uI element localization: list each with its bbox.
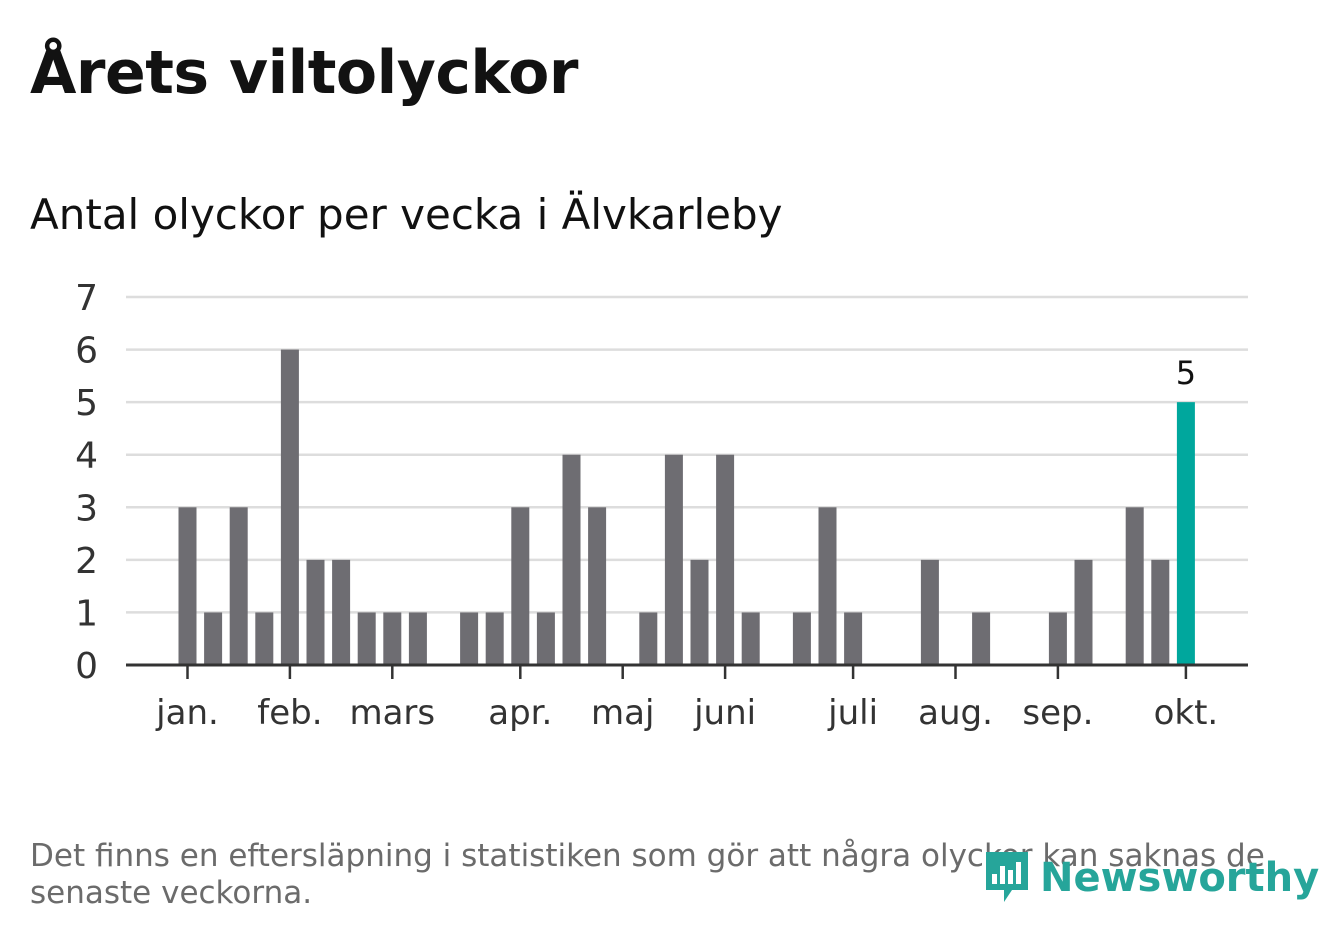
bar: [844, 612, 863, 665]
bar: [255, 612, 274, 665]
bar: [408, 612, 427, 665]
x-tick-label: mars: [349, 693, 435, 733]
bar: [664, 454, 683, 665]
brand-logo: Newsworthy: [982, 846, 1319, 910]
bar: [1125, 507, 1144, 665]
bar: [485, 612, 504, 665]
chart-bubble-logo-icon: [986, 852, 1028, 902]
bar: [972, 612, 991, 665]
bar: [1151, 559, 1170, 665]
x-tick-label: jan.: [155, 693, 219, 733]
y-tick-label: 6: [75, 331, 98, 372]
bar: [588, 507, 607, 665]
x-tick-label: aug.: [918, 693, 993, 733]
chart-subtitle: Antal olyckor per vecka i Älvkarleby: [30, 190, 783, 239]
x-tick-label: okt.: [1154, 693, 1219, 733]
y-tick-label: 2: [75, 541, 98, 582]
bar: [383, 612, 402, 665]
bar: [920, 559, 939, 665]
data-label: 5: [1176, 354, 1196, 392]
x-tick-label: juni: [693, 693, 756, 733]
y-tick-label: 7: [75, 278, 98, 319]
y-tick-label: 1: [75, 593, 98, 634]
x-tick-label: maj: [591, 693, 654, 733]
bar: [741, 612, 760, 665]
bar: [818, 507, 837, 665]
x-tick-label: apr.: [488, 693, 552, 733]
bar: [511, 507, 530, 665]
bar: [178, 507, 197, 665]
bar: [460, 612, 479, 665]
bar: [204, 612, 223, 665]
y-tick-label: 4: [75, 436, 98, 477]
bar: [357, 612, 376, 665]
chart-title: Årets viltolyckor: [30, 38, 579, 108]
bar-highlight: [1176, 402, 1195, 665]
y-tick-label: 0: [75, 646, 98, 687]
bar: [280, 349, 299, 665]
bar: [639, 612, 658, 665]
bar: [792, 612, 811, 665]
bar: [536, 612, 555, 665]
bar: [562, 454, 581, 665]
x-tick-label: sep.: [1022, 693, 1093, 733]
y-tick-label: 3: [75, 488, 98, 529]
bar: [1048, 612, 1067, 665]
bar: [229, 507, 248, 665]
x-tick-label: juli: [827, 693, 878, 733]
bar: [716, 454, 735, 665]
bar: [1074, 559, 1093, 665]
y-tick-label: 5: [75, 383, 98, 424]
bar: [332, 559, 351, 665]
bar: [306, 559, 325, 665]
footnote: Det finns en eftersläpning i statistiken…: [30, 838, 1265, 911]
bar: [690, 559, 709, 665]
x-tick-label: feb.: [257, 693, 322, 733]
brand-name: Newsworthy: [1040, 855, 1320, 901]
